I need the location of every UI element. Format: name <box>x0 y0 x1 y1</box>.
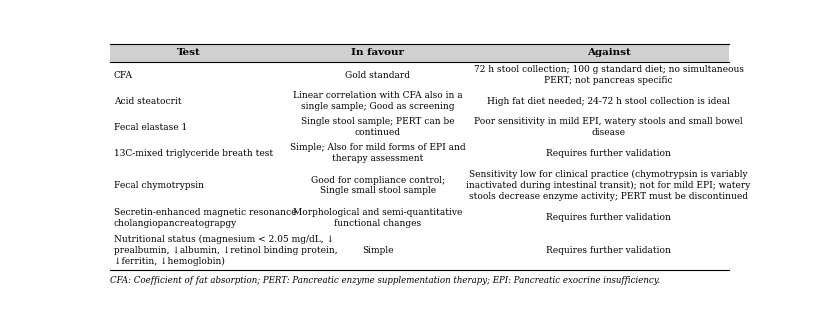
Text: Acid steatocrit: Acid steatocrit <box>114 97 182 106</box>
Text: Morphological and semi-quantitative
functional changes: Morphological and semi-quantitative func… <box>293 208 463 228</box>
Text: Good for compliance control;
Single small stool sample: Good for compliance control; Single smal… <box>311 176 445 195</box>
Text: Against: Against <box>586 48 631 57</box>
Text: 13C-mixed triglyceride breath test: 13C-mixed triglyceride breath test <box>114 148 273 157</box>
Text: Requires further validation: Requires further validation <box>546 148 671 157</box>
Text: Gold standard: Gold standard <box>346 71 410 80</box>
Text: Sensitivity low for clinical practice (chymotrypsin is variably
inactivated duri: Sensitivity low for clinical practice (c… <box>467 170 751 201</box>
Text: Nutritional status (magnesium < 2.05 mg/dL, ↓
prealbumin, ↓albumin, ↓retinol bin: Nutritional status (magnesium < 2.05 mg/… <box>114 235 337 266</box>
Text: Simple; Also for mild forms of EPI and
therapy assessment: Simple; Also for mild forms of EPI and t… <box>290 143 466 163</box>
Text: In favour: In favour <box>351 48 405 57</box>
Text: Secretin-enhanced magnetic resonance
cholangiopancreatograpgy: Secretin-enhanced magnetic resonance cho… <box>114 208 296 228</box>
Text: Fecal chymotrypsin: Fecal chymotrypsin <box>114 181 204 190</box>
Text: Poor sensitivity in mild EPI, watery stools and small bowel
disease: Poor sensitivity in mild EPI, watery sto… <box>474 117 743 137</box>
Text: 72 h stool collection; 100 g standard diet; no simultaneous
PERT; not pancreas s: 72 h stool collection; 100 g standard di… <box>473 65 744 85</box>
Text: Test: Test <box>177 48 201 57</box>
Text: Fecal elastase 1: Fecal elastase 1 <box>114 123 187 131</box>
Text: Requires further validation: Requires further validation <box>546 213 671 222</box>
Text: Single stool sample; PERT can be
continued: Single stool sample; PERT can be continu… <box>301 117 455 137</box>
Text: Simple: Simple <box>362 246 394 255</box>
Bar <box>110 44 730 62</box>
Text: CFA: Coefficient of fat absorption; PERT: Pancreatic enzyme supplementation ther: CFA: Coefficient of fat absorption; PERT… <box>110 276 660 285</box>
Text: High fat diet needed; 24-72 h stool collection is ideal: High fat diet needed; 24-72 h stool coll… <box>487 97 730 106</box>
Text: CFA: CFA <box>114 71 133 80</box>
Text: Linear correlation with CFA also in a
single sample; Good as screening: Linear correlation with CFA also in a si… <box>293 91 463 111</box>
Text: Requires further validation: Requires further validation <box>546 246 671 255</box>
